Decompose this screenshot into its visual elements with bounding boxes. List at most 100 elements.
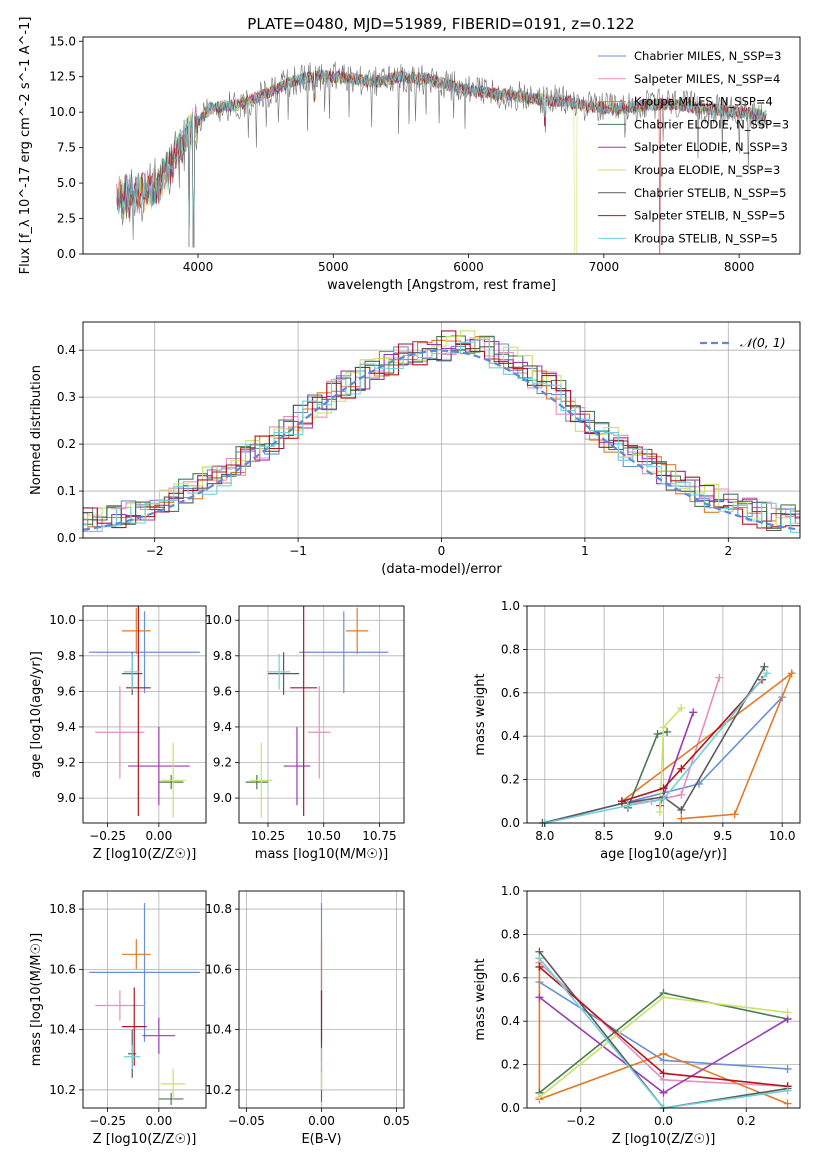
y-tick-label: 0.4 [501, 1014, 520, 1028]
errorbar-point [95, 990, 145, 1021]
errorbars [245, 606, 389, 818]
y-tick-label: 9.6 [213, 684, 232, 698]
weight-marker [659, 795, 668, 804]
errorbar-point [308, 686, 331, 779]
y-tick-label: 10.0 [49, 105, 76, 119]
panel-spectrum: 4000 5000 6000 7000 8000 0.0 2.5 5.0 7.5 10.0 12.5… [18, 17, 801, 293]
y-tick-label: 9.2 [57, 756, 76, 770]
weight-marker [730, 810, 739, 819]
y-tick-label: 10.8 [205, 902, 232, 916]
x-tick-label: 9.0 [654, 829, 673, 843]
legend-label: Salpeter STELIB, N_SSP=5 [634, 209, 785, 223]
histogram-series [83, 330, 800, 529]
y-tick-label: 9.0 [213, 791, 232, 805]
x-tick-label: 10.75 [362, 829, 396, 843]
spectra [116, 61, 767, 254]
errorbar-point [250, 742, 273, 818]
errorbar-point [346, 607, 369, 655]
legend-label: Kroupa MILES, N_SSP=4 [634, 95, 773, 109]
weight-line [659, 712, 694, 806]
errorbar-point [128, 726, 190, 806]
weight-marker [535, 993, 544, 1002]
errorbar-point [158, 1092, 184, 1105]
x-tick-label: 8.5 [595, 829, 614, 843]
figure-title: PLATE=0480, MJD=51989, FIBERID=0191, z=0… [247, 15, 634, 33]
x-tick-label: 4000 [183, 260, 214, 274]
y-tick-label: 0.2 [57, 437, 76, 451]
weight-marker [663, 727, 672, 736]
y-tick-label: 10.8 [49, 902, 76, 916]
errorbar-point [299, 611, 389, 694]
y-tick-label: 9.6 [57, 684, 76, 698]
errorbar-point [95, 686, 145, 779]
weight-marker [677, 764, 686, 773]
weight-line [621, 679, 763, 803]
y-tick-label: 9.2 [213, 756, 232, 770]
weight-marker [535, 962, 544, 971]
panel-weight-vs-metallicity: −0.2 0.0 0.2 0.0 0.2 0.4 0.6 0.8 1.0 Z [log10(Z/Z… [473, 884, 801, 1147]
x-tick-label: 8.0 [535, 829, 554, 843]
y-tick-label: 12.5 [49, 70, 76, 84]
weight-marker [535, 954, 544, 963]
weight-marker [659, 784, 668, 793]
x-axis-label: E(B-V) [301, 1132, 341, 1147]
weight-marker [760, 662, 769, 671]
y-tick-label: 5.0 [57, 176, 76, 190]
errorbar-point [124, 654, 141, 690]
errorbar-point [283, 726, 311, 806]
errorbar-point [267, 654, 291, 690]
x-tick-label: 10.50 [307, 829, 341, 843]
weight-line [544, 672, 768, 824]
y-axis-label: mass [log10(M/M☉)] [29, 933, 44, 1066]
y-tick-label: 0.2 [501, 1058, 520, 1072]
panel-weight-vs-age: 8.0 8.5 9.0 9.5 10.0 0.0 0.2 0.4 0.6 0.8 1.0 age [l… [473, 599, 801, 862]
legend-label: Salpeter MILES, N_SSP=4 [634, 72, 780, 86]
y-tick-label: 7.5 [57, 141, 76, 155]
weight-series [535, 947, 792, 1112]
x-tick-label: 9.5 [713, 829, 732, 843]
y-axis-label: Flux [f_λ 10^-17 erg cm^-2 s^-1 A^-1] [18, 17, 33, 275]
y-tick-label: 10.2 [49, 1083, 76, 1097]
y-axis-label: age [log10(age/yr)] [29, 651, 44, 778]
axes-frame [82, 36, 801, 255]
x-tick-label: −2 [146, 544, 164, 558]
errorbar-point [121, 939, 151, 970]
spectrum-line [116, 70, 767, 254]
y-axis-label: mass weight [473, 958, 488, 1040]
weight-marker [617, 797, 626, 806]
weight-line [621, 670, 794, 820]
weight-marker [655, 808, 664, 817]
weight-marker [659, 1088, 668, 1097]
y-tick-label: 0.2 [501, 773, 520, 787]
weight-marker [783, 1064, 792, 1073]
axes-frame [238, 605, 405, 824]
weight-marker [659, 993, 668, 1002]
x-tick-label: 1 [581, 544, 589, 558]
weight-marker [762, 669, 771, 678]
errorbars [89, 606, 200, 818]
x-tick-label: −0.25 [89, 829, 126, 843]
weight-marker [659, 1069, 668, 1078]
legend-label: 𝒩(0, 1) [740, 335, 786, 350]
y-tick-label: 9.4 [57, 720, 76, 734]
x-tick-label: 10.25 [251, 829, 285, 843]
weight-marker [659, 1049, 668, 1058]
weight-marker [653, 730, 662, 739]
x-tick-label: 0 [438, 544, 446, 558]
weight-marker [659, 723, 668, 732]
x-tick-label: −0.2 [566, 1114, 595, 1128]
y-tick-label: 9.8 [57, 649, 76, 663]
weight-marker [783, 1008, 792, 1017]
spectrum-line [116, 69, 767, 254]
y-axis-label: mass weight [473, 673, 488, 755]
y-tick-label: 10.6 [205, 962, 232, 976]
y-tick-label: 0.3 [57, 390, 76, 404]
y-tick-label: 0.8 [501, 642, 520, 656]
panel-age-vs-mass: 10.25 10.50 10.75 9.0 9.2 9.4 9.6 9.8 10.0 mass [… [205, 605, 405, 862]
legend-label: Chabrier STELIB, N_SSP=5 [634, 186, 786, 200]
errorbar-point [126, 606, 151, 816]
y-axis-label: Normed distribution [29, 365, 44, 495]
legend-label: Kroupa ELODIE, N_SSP=3 [634, 163, 780, 177]
legend-label: Kroupa STELIB, N_SSP=5 [634, 231, 778, 245]
weight-marker [689, 708, 698, 717]
